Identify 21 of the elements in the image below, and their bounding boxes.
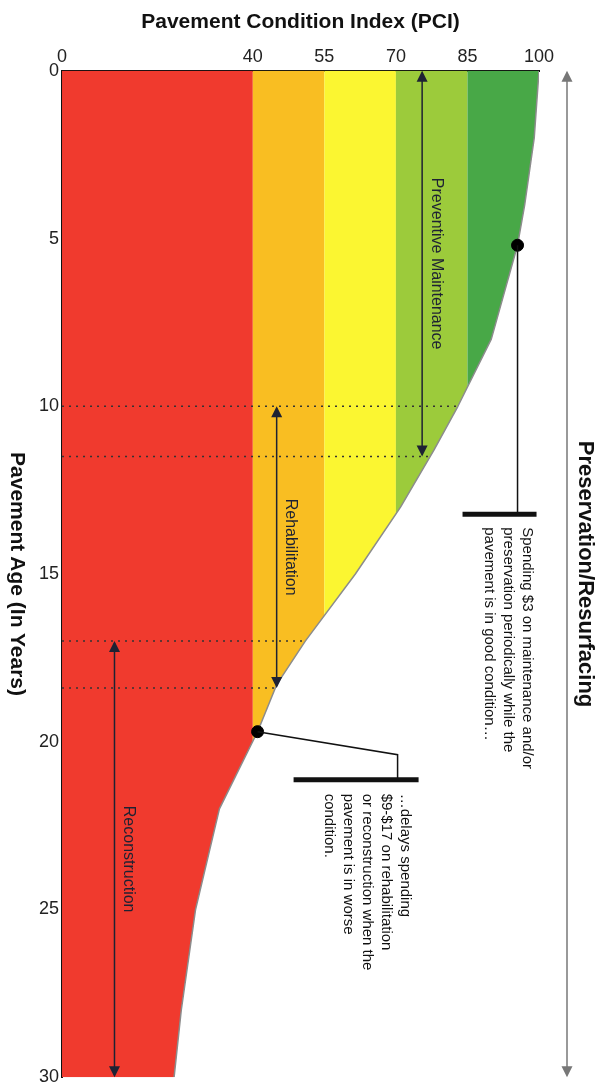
y-tick-label: 15 xyxy=(38,562,60,583)
annotation: Preventive Maintenance xyxy=(428,177,446,350)
x-tick-label: 100 xyxy=(523,45,555,66)
x-axis-title: Pavement Condition Index (PCI) xyxy=(141,9,460,33)
annotation: Rehabilitation xyxy=(283,498,301,596)
annotation: Spending $3 on maintenance and/or preservation periodically while the pavement is in good condition… xyxy=(481,527,537,770)
y-tick-label: 25 xyxy=(38,898,60,919)
annotation: Reconstruction xyxy=(121,805,139,913)
y-tick-label: 30 xyxy=(38,1066,60,1087)
x-tick-label: 85 xyxy=(457,45,478,66)
text: Preservation/Resurfacing xyxy=(573,440,599,708)
annotation: …delays spending $9-$17 on rehabilitation or reconstruction when the pavement is in worse condition. xyxy=(321,793,415,971)
x-tick-label: 70 xyxy=(385,45,406,66)
x-tick-label: 40 xyxy=(242,45,263,66)
y-tick-label: 10 xyxy=(38,395,60,416)
point xyxy=(251,725,265,739)
y-axis-title: Pavement Age (In Years) xyxy=(6,452,30,696)
y-tick-label: 5 xyxy=(49,227,60,248)
point xyxy=(511,238,525,252)
y-tick-label: 20 xyxy=(38,730,60,751)
x-tick-label: 55 xyxy=(314,45,335,66)
